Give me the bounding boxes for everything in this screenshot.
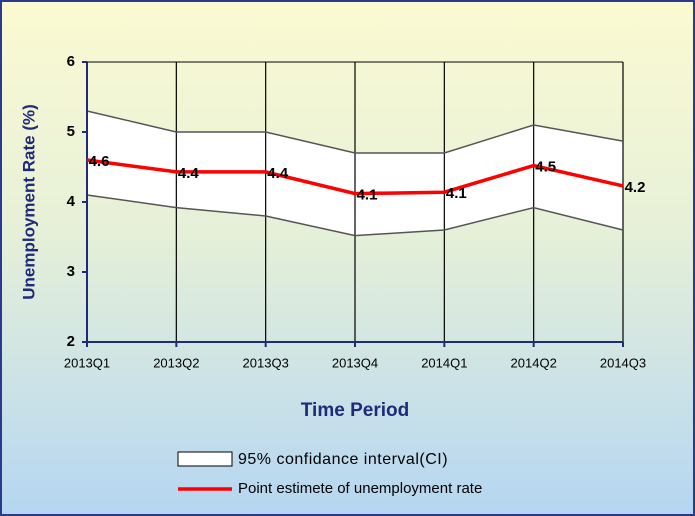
data-label: 4.2 (625, 179, 646, 196)
legend-label: Point estimete of unemployment rate (238, 480, 482, 497)
estimate-line (86, 158, 624, 196)
x-axis-title: Time Period (301, 400, 409, 421)
x-tick-label: 2014Q3 (600, 355, 646, 370)
y-tick-label: 4 (67, 193, 76, 210)
data-label: 4.4 (178, 165, 200, 182)
legend-swatch (177, 451, 233, 467)
y-tick-label: 3 (67, 263, 75, 280)
x-tick-label: 2013Q3 (243, 355, 289, 370)
x-tick-label: 2014Q2 (511, 355, 557, 370)
y-tick-label: 5 (67, 123, 75, 140)
data-label: 4.6 (89, 153, 110, 170)
y-tick-label: 2 (67, 333, 75, 350)
x-tick-label: 2013Q4 (332, 355, 378, 370)
data-label: 4.4 (267, 165, 289, 182)
x-tick-label: 2014Q1 (421, 355, 467, 370)
data-label: 4.1 (357, 187, 378, 204)
x-tick-label: 2013Q2 (153, 355, 199, 370)
legend-label: 95% confidance interval(CI) (238, 451, 448, 468)
x-tick-label: 2013Q1 (64, 355, 110, 370)
data-label: 4.5 (535, 159, 556, 176)
ci-upper-line (86, 110, 624, 154)
ci-lower-line (86, 194, 624, 237)
y-axis-title: Unemployment Rate (%) (19, 104, 38, 300)
data-label: 4.1 (446, 185, 467, 202)
y-tick-label: 6 (67, 53, 75, 70)
